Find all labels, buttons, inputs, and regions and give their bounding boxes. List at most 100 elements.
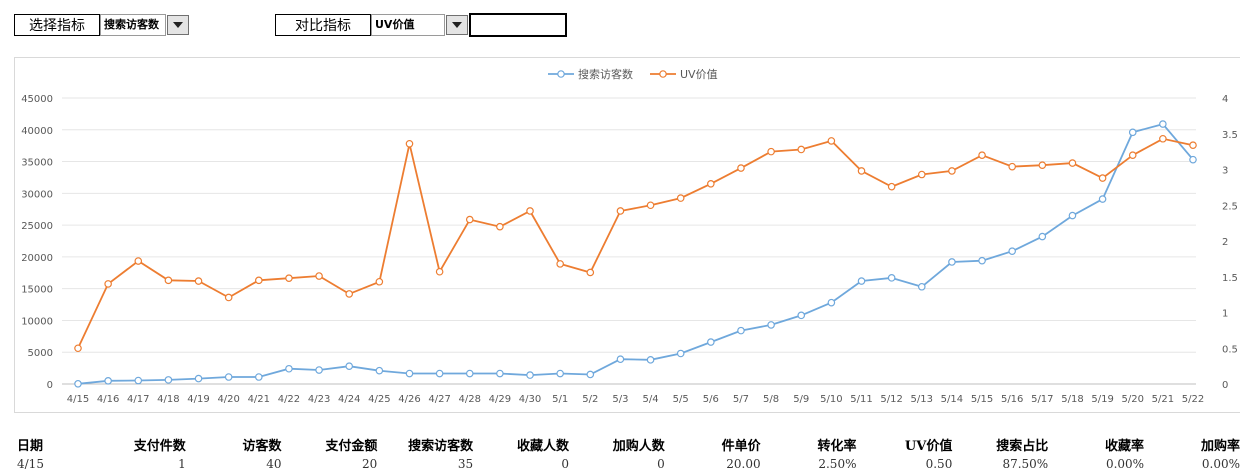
y-left-tick-label: 5000 xyxy=(28,348,53,359)
line-chart: 0 5000 10000 15000 20000 25000 30000 35000 40000… xyxy=(21,67,1238,405)
series-2-point xyxy=(255,276,263,285)
x-tick-label: 5/10 xyxy=(820,394,842,405)
x-tick-label: 5/2 xyxy=(582,394,598,405)
x-tick-label: 4/16 xyxy=(97,394,119,405)
table-header-row: 日期 支付件数 访客数 支付金额 搜索访客数 收藏人数 加购人数 件单价 转化率 UV价值 搜索占比… xyxy=(0,433,1240,455)
series-1-point xyxy=(435,369,444,378)
x-tick-label: 5/6 xyxy=(703,394,719,405)
x-tick-label: 4/22 xyxy=(278,394,300,405)
series-2-point xyxy=(887,182,896,191)
series-2-point xyxy=(405,139,414,148)
column-header: 日期 xyxy=(17,438,44,454)
table-cell: 0 xyxy=(561,457,569,471)
y-left-tick-label: 35000 xyxy=(21,158,53,169)
series-1-point xyxy=(1008,247,1016,255)
series-2-point xyxy=(556,260,564,268)
series-2-point xyxy=(676,194,685,202)
table-cell: 20 xyxy=(362,457,378,471)
series-1-point xyxy=(827,298,836,307)
legend-swatch-marker xyxy=(557,70,565,78)
series-2-point xyxy=(707,180,715,188)
compare-metric-dropdown-button[interactable] xyxy=(446,15,468,35)
series-line-1 xyxy=(77,123,1194,385)
x-tick-label: 4/25 xyxy=(368,394,390,405)
table-cell: 1 xyxy=(178,457,186,471)
series-1-point xyxy=(526,371,534,379)
x-tick-label: 4/24 xyxy=(338,394,360,405)
x-tick-label: 4/28 xyxy=(459,394,481,405)
x-tick-label: 5/16 xyxy=(1001,394,1023,405)
column-header: 收藏人数 xyxy=(516,438,569,454)
series-2-point xyxy=(1159,134,1167,143)
series-1-point xyxy=(978,256,986,265)
table-cell: 2.50% xyxy=(818,457,857,471)
series-2-point xyxy=(616,207,625,215)
series-1-point xyxy=(465,369,474,378)
x-tick-label: 4/30 xyxy=(519,394,541,405)
series-1-point xyxy=(767,321,775,329)
column-header: 加购率 xyxy=(1200,438,1240,454)
x-tick-label: 4/18 xyxy=(157,394,179,405)
table-cell: 0.00% xyxy=(1201,457,1240,471)
series-1-point xyxy=(676,349,685,358)
series-2-point xyxy=(194,277,203,285)
series-1-point xyxy=(948,258,956,266)
x-tick-label: 4/29 xyxy=(489,394,511,405)
y-left-tick-label: 20000 xyxy=(21,253,53,264)
x-tick-label: 5/3 xyxy=(612,394,628,405)
compare-metric-dropdown[interactable]: UV价值 xyxy=(371,14,445,36)
series-2-point xyxy=(1098,174,1107,182)
series-2-point xyxy=(435,267,444,276)
table-cell: 20.00 xyxy=(726,457,761,471)
x-tick-label: 5/17 xyxy=(1031,394,1053,405)
column-header: 转化率 xyxy=(817,438,857,454)
series-2-point xyxy=(315,272,323,280)
series-1-point xyxy=(104,377,112,385)
x-tick-label: 4/17 xyxy=(127,394,149,405)
series-2-point xyxy=(496,222,504,231)
series-2-point xyxy=(827,137,836,145)
series-1-point xyxy=(1128,128,1137,137)
series-1-point xyxy=(194,374,203,383)
select-metric-dropdown-button[interactable] xyxy=(167,15,189,35)
x-tick-label: 4/27 xyxy=(428,394,450,405)
series-1-point xyxy=(405,369,414,378)
table-cell: 0.50 xyxy=(925,457,953,471)
x-tick-label: 5/11 xyxy=(850,394,872,405)
x-tick-label: 4/26 xyxy=(398,394,420,405)
series-1-point xyxy=(887,274,896,282)
y-left-tick-label: 45000 xyxy=(21,94,53,105)
table-cell: 0.00% xyxy=(1105,457,1145,471)
series-2-point xyxy=(134,257,143,265)
series-2-point xyxy=(797,145,806,154)
x-tick-label: 5/13 xyxy=(911,394,933,405)
series-2-point xyxy=(1038,161,1047,170)
x-tick-label: 5/22 xyxy=(1182,394,1204,405)
legend-swatch-marker xyxy=(659,70,667,78)
table-body: 4/15 1 40 20 35 0 0 20.00 2.50% 0.50 87.50% 0.00% 0.… xyxy=(0,455,1240,473)
column-header: 访客数 xyxy=(242,438,282,454)
column-header: 加购人数 xyxy=(612,438,665,454)
column-header: 支付件数 xyxy=(133,438,186,454)
y-right-tick-label: 3 xyxy=(1222,166,1228,177)
x-tick-label: 5/15 xyxy=(971,394,993,405)
x-tick-label: 4/15 xyxy=(67,394,89,405)
x-tick-label: 5/18 xyxy=(1061,394,1083,405)
series-2-point xyxy=(224,293,233,302)
series-2-point xyxy=(74,344,82,353)
y-left-tick-label: 25000 xyxy=(21,221,53,232)
y-right-tick-label: 4 xyxy=(1222,94,1228,105)
select-metric-dropdown[interactable]: 搜索访客数 xyxy=(100,14,166,36)
chart-frame xyxy=(14,57,1240,413)
series-1-point xyxy=(74,379,82,388)
table-cell: 87.50% xyxy=(1002,457,1049,471)
series-1-point xyxy=(315,366,323,374)
selected-cell-input[interactable] xyxy=(469,13,567,37)
table-row: 4/15 1 40 20 35 0 0 20.00 2.50% 0.50 87.50% 0.00% 0.… xyxy=(0,455,1240,473)
series-1-point xyxy=(255,373,263,381)
column-header: 收藏率 xyxy=(1105,438,1145,454)
y-right-tick-label: 1 xyxy=(1222,309,1228,320)
series-2-point xyxy=(375,277,384,286)
legend-label: 搜索访客数 xyxy=(578,67,633,81)
series-1-point xyxy=(737,326,745,335)
